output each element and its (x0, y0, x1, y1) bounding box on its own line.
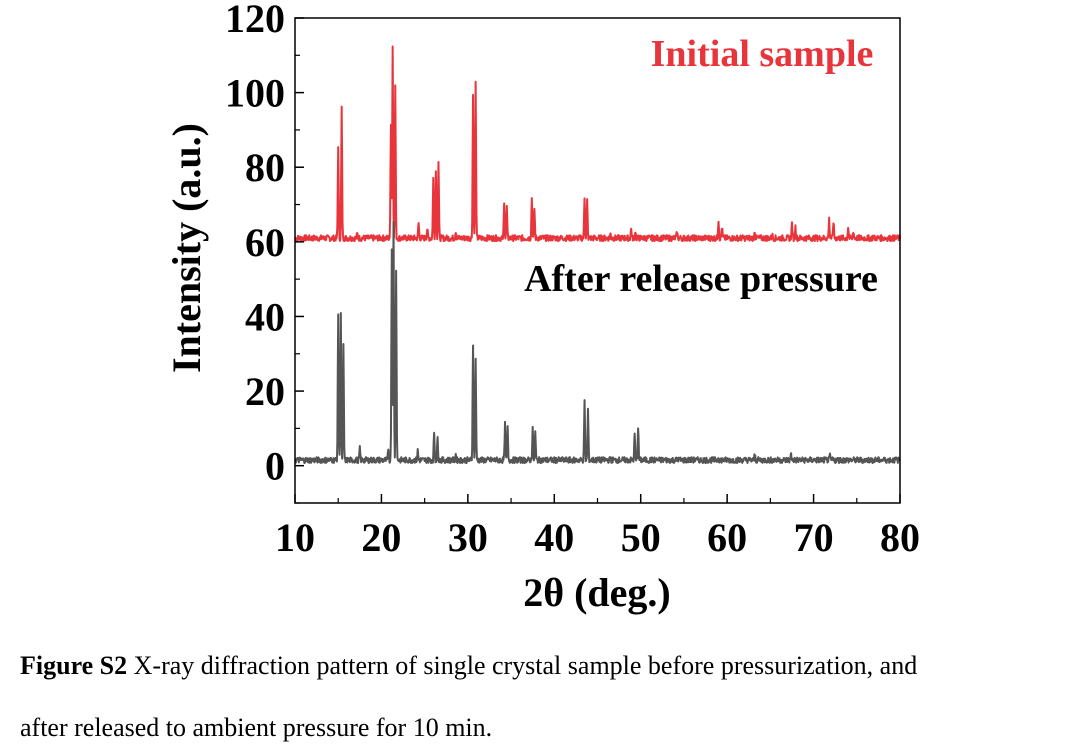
x-axis-title: 2θ (deg.) (523, 570, 671, 615)
x-tick-label: 30 (448, 515, 488, 560)
annotation-initial-sample: Initial sample (651, 33, 874, 75)
xrd-chart: 10 20 30 40 50 60 70 80 0 20 40 60 80 100 120 Initial … (164, 0, 920, 615)
series-line-initial-sample (294, 45, 901, 243)
y-tick-label: 100 (225, 71, 285, 116)
figure-label: Figure S2 (20, 651, 128, 680)
annotation-after-release: After release pressure (524, 258, 878, 300)
figure-caption-line2: after released to ambient pressure for 1… (20, 712, 1060, 743)
y-tick-label: 80 (245, 145, 285, 190)
figure-caption: Figure S2 X-ray diffraction pattern of s… (20, 650, 1060, 681)
x-tick-label: 40 (534, 515, 574, 560)
x-tick-label: 50 (621, 515, 661, 560)
y-tick-label: 60 (245, 220, 285, 265)
series-line-after-release (294, 220, 901, 465)
x-tick-label: 60 (707, 515, 747, 560)
x-tick-label: 80 (880, 515, 920, 560)
y-tick-label: 20 (245, 369, 285, 414)
x-tick-label: 70 (794, 515, 834, 560)
y-axis-title: Intensity (a.u.) (164, 123, 209, 373)
x-tick-label: 20 (361, 515, 401, 560)
y-tick-label: 0 (265, 444, 285, 489)
series-layer (294, 45, 901, 465)
y-tick-label: 40 (245, 294, 285, 339)
x-tick-label: 10 (275, 515, 315, 560)
caption-text-line1: X-ray diffraction pattern of single crys… (127, 651, 918, 680)
axes-layer: 10 20 30 40 50 60 70 80 0 20 40 60 80 100 120 (225, 0, 920, 560)
caption-text-line2: after released to ambient pressure for 1… (20, 713, 493, 742)
y-tick-label: 120 (225, 0, 285, 41)
